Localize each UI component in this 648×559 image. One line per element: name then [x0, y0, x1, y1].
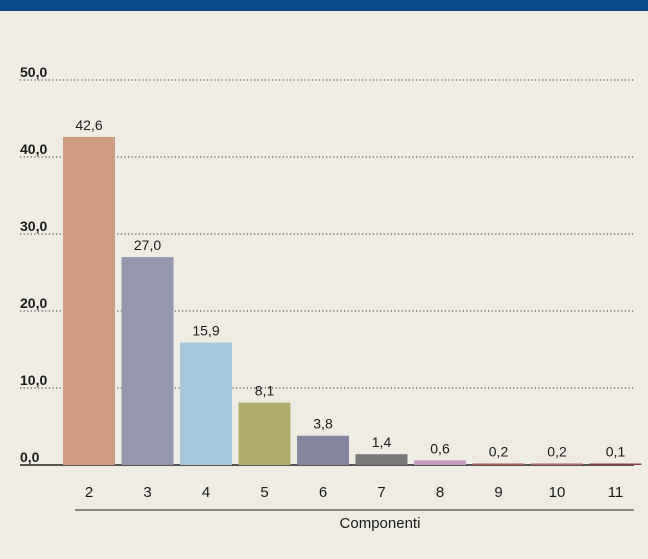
data-label: 0,2 [547, 443, 567, 459]
x-axis-ticks: 2 3 4 5 6 7 8 9 10 11 [85, 484, 623, 501]
bar-3 [121, 257, 174, 465]
x-tick-label: 4 [202, 484, 210, 501]
x-tick-label: 8 [436, 484, 444, 501]
header-bar [0, 0, 648, 11]
data-labels: 42,6 27,0 15,9 8,1 3,8 1,4 0,6 0,2 0,2 0,1 [75, 117, 625, 460]
bar-6 [297, 435, 349, 465]
x-tick-label: 2 [85, 484, 93, 501]
y-tick-label: 30,0 [20, 218, 47, 234]
bar-4 [180, 342, 232, 465]
y-tick-label: 20,0 [20, 295, 47, 311]
data-label: 15,9 [192, 323, 219, 339]
y-axis-ticks: 0,0 10,0 20,0 30,0 40,0 50,0 [20, 64, 47, 465]
x-tick-label: 9 [494, 484, 502, 501]
y-tick-label: 40,0 [20, 141, 47, 157]
y-tick-label: 50,0 [20, 64, 47, 80]
x-tick-label: 7 [377, 484, 385, 501]
bar-5 [238, 402, 291, 465]
x-tick-label: 3 [143, 484, 151, 501]
data-label: 8,1 [255, 383, 275, 399]
data-label: 3,8 [313, 416, 333, 432]
data-label: 0,1 [606, 444, 626, 460]
data-label: 1,4 [372, 434, 392, 450]
bar-2 [63, 136, 115, 466]
x-tick-label: 6 [319, 484, 327, 501]
x-tick-label: 11 [608, 484, 624, 501]
data-label: 42,6 [75, 117, 102, 133]
y-tick-label: 0,0 [20, 449, 40, 465]
bar-7 [355, 454, 408, 465]
data-label: 0,6 [430, 440, 450, 456]
bar-8 [414, 460, 466, 465]
x-tick-label: 5 [260, 484, 268, 501]
y-tick-label: 10,0 [20, 372, 47, 388]
bars [63, 136, 642, 466]
x-axis-title: Componenti [340, 515, 421, 532]
data-label: 27,0 [134, 237, 161, 253]
data-label: 0,2 [489, 443, 509, 459]
bar-11 [589, 463, 642, 465]
x-tick-label: 10 [549, 484, 566, 501]
bar-9 [472, 463, 525, 465]
bar-10 [531, 463, 583, 465]
